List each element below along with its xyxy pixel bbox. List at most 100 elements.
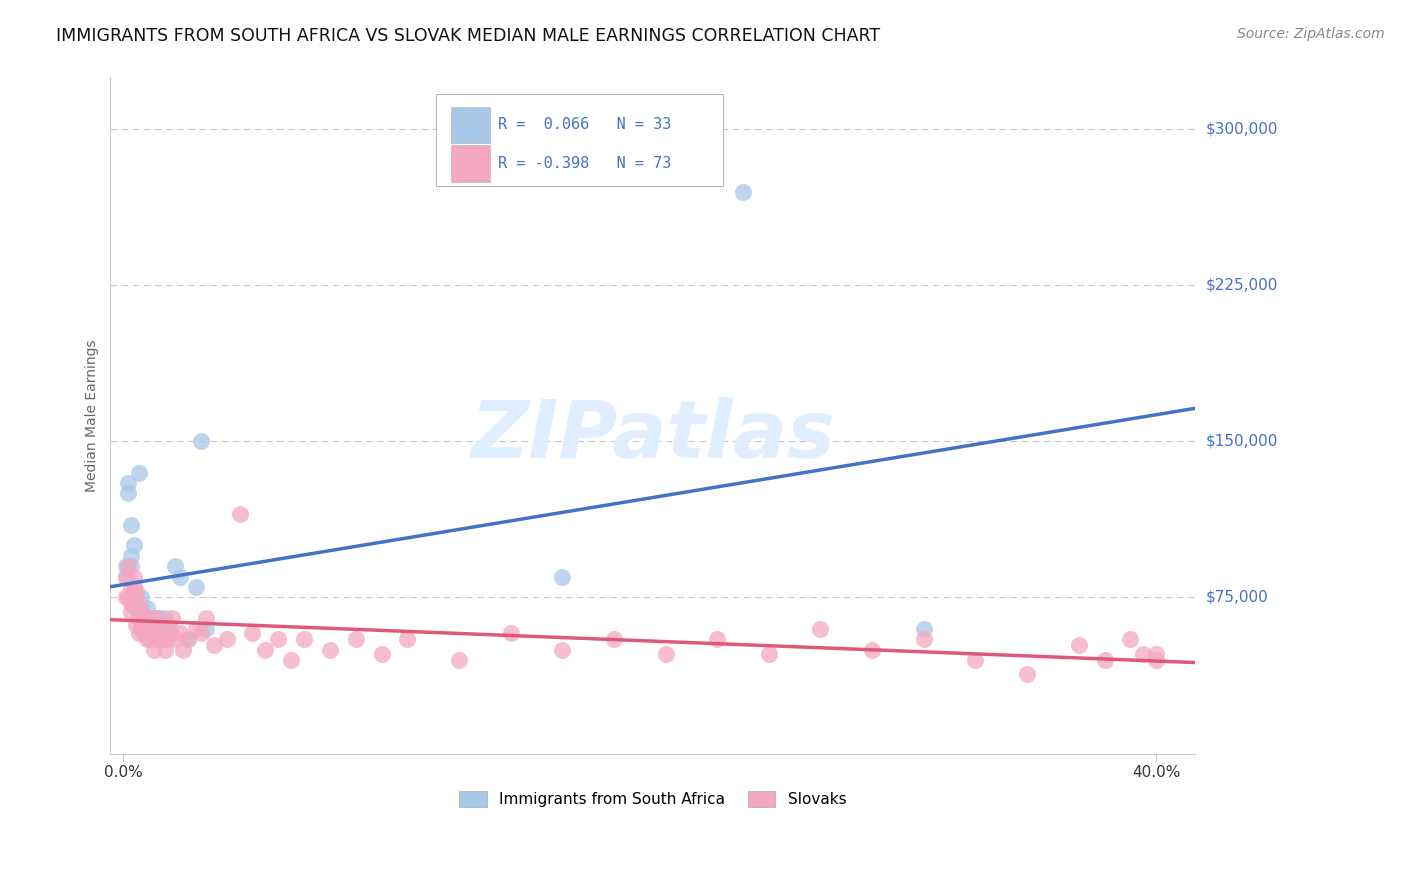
Point	[125, 591, 148, 605]
Point	[159, 622, 181, 636]
Point	[141, 622, 163, 636]
Point	[163, 632, 186, 646]
Point	[125, 601, 148, 615]
FancyBboxPatch shape	[451, 106, 489, 143]
FancyBboxPatch shape	[436, 95, 723, 186]
Point	[120, 559, 142, 574]
Point	[551, 642, 574, 657]
Point	[143, 642, 166, 657]
Point	[190, 625, 212, 640]
Point	[146, 611, 169, 625]
Point	[148, 611, 170, 625]
Point	[396, 632, 419, 646]
Point	[1119, 632, 1142, 646]
Point	[654, 647, 676, 661]
Point	[117, 476, 139, 491]
Point	[150, 622, 173, 636]
Point	[965, 653, 987, 667]
Text: Source: ZipAtlas.com: Source: ZipAtlas.com	[1237, 27, 1385, 41]
Point	[143, 611, 166, 625]
Point	[370, 647, 392, 661]
Point	[319, 642, 342, 657]
Text: ZIPatlas: ZIPatlas	[470, 397, 835, 475]
Point	[912, 622, 935, 636]
Point	[143, 625, 166, 640]
Point	[177, 632, 200, 646]
Point	[131, 601, 153, 615]
Point	[202, 638, 225, 652]
Point	[177, 632, 200, 646]
Point	[122, 584, 145, 599]
FancyBboxPatch shape	[451, 145, 489, 182]
Point	[860, 642, 883, 657]
Point	[141, 611, 163, 625]
Point	[125, 584, 148, 599]
Point	[117, 591, 139, 605]
Point	[603, 632, 626, 646]
Point	[146, 632, 169, 646]
Point	[128, 466, 150, 480]
Point	[115, 559, 138, 574]
Point	[184, 622, 207, 636]
Point	[120, 605, 142, 619]
Point	[150, 617, 173, 632]
Point	[292, 632, 315, 646]
Point	[706, 632, 728, 646]
Point	[132, 611, 155, 625]
Text: $75,000: $75,000	[1206, 590, 1268, 605]
Point	[131, 591, 153, 605]
Point	[758, 647, 780, 661]
Point	[228, 508, 250, 522]
Point	[115, 591, 138, 605]
Point	[117, 559, 139, 574]
Point	[169, 570, 191, 584]
Point	[1067, 638, 1090, 652]
Text: $225,000: $225,000	[1206, 278, 1278, 293]
Point	[131, 605, 153, 619]
Point	[1144, 647, 1167, 661]
Point	[120, 597, 142, 611]
Point	[115, 570, 138, 584]
Point	[138, 632, 160, 646]
Text: IMMIGRANTS FROM SOUTH AFRICA VS SLOVAK MEDIAN MALE EARNINGS CORRELATION CHART: IMMIGRANTS FROM SOUTH AFRICA VS SLOVAK M…	[56, 27, 880, 45]
Point	[731, 185, 754, 199]
Point	[120, 580, 142, 594]
Point	[267, 632, 290, 646]
Point	[125, 617, 148, 632]
Point	[1144, 653, 1167, 667]
Point	[138, 611, 160, 625]
Point	[190, 434, 212, 449]
Point	[1094, 653, 1116, 667]
Point	[156, 632, 179, 646]
Point	[117, 486, 139, 500]
Point	[194, 622, 217, 636]
Point	[128, 625, 150, 640]
Point	[115, 570, 138, 584]
Point	[912, 632, 935, 646]
Point	[447, 653, 470, 667]
Point	[135, 632, 157, 646]
Point	[551, 570, 574, 584]
Point	[120, 549, 142, 563]
Y-axis label: Median Male Earnings: Median Male Earnings	[86, 339, 100, 491]
Point	[122, 539, 145, 553]
Point	[122, 580, 145, 594]
Text: R =  0.066   N = 33: R = 0.066 N = 33	[498, 117, 671, 132]
Point	[499, 625, 522, 640]
Point	[132, 611, 155, 625]
Point	[159, 625, 181, 640]
Text: $150,000: $150,000	[1206, 434, 1278, 449]
Point	[810, 622, 832, 636]
Legend: Immigrants from South Africa, Slovaks: Immigrants from South Africa, Slovaks	[453, 785, 852, 814]
Point	[135, 617, 157, 632]
Point	[122, 597, 145, 611]
Point	[150, 632, 173, 646]
Point	[280, 653, 302, 667]
Point	[194, 611, 217, 625]
Point	[172, 642, 194, 657]
Point	[122, 570, 145, 584]
Point	[148, 625, 170, 640]
Point	[162, 611, 184, 625]
Point	[135, 601, 157, 615]
Point	[128, 597, 150, 611]
